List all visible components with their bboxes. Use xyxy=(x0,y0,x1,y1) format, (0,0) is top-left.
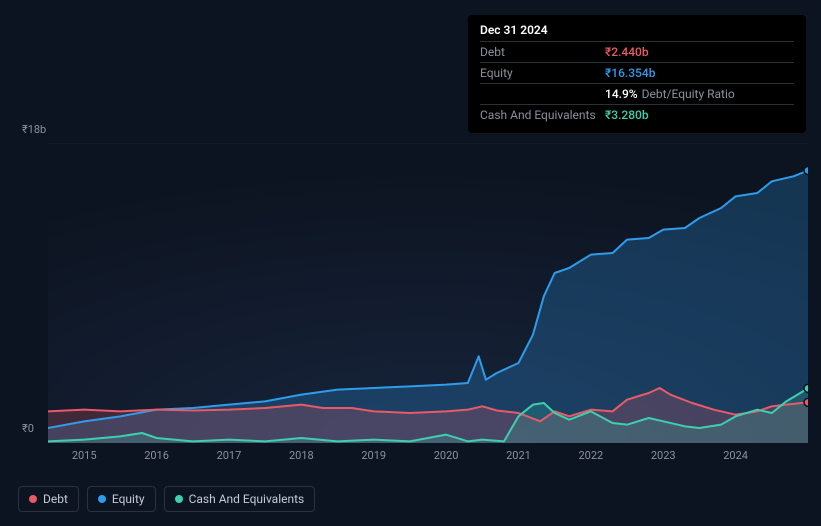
tooltip-label: Debt xyxy=(480,45,605,59)
tooltip-row: Equity₹16.354b xyxy=(480,62,794,83)
x-tick: 2017 xyxy=(217,449,242,462)
x-tick: 2015 xyxy=(72,449,97,462)
x-tick: 2018 xyxy=(289,449,314,462)
tooltip-value: ₹2.440b xyxy=(605,45,649,59)
legend-label: Cash And Equivalents xyxy=(189,492,305,506)
x-tick: 2016 xyxy=(144,449,169,462)
end-marker xyxy=(804,167,808,175)
legend-label: Debt xyxy=(43,492,68,506)
x-tick: 2023 xyxy=(651,449,676,462)
end-marker xyxy=(804,384,808,392)
x-tick: 2022 xyxy=(578,449,603,462)
chart-container: ₹18b ₹0 2015 2016 2017 2018 2019 2020 2021 2022… xyxy=(18,125,808,485)
tooltip-label: Equity xyxy=(480,66,605,80)
end-marker xyxy=(804,398,808,406)
tooltip-secondary: Debt/Equity Ratio xyxy=(642,87,735,101)
data-tooltip: Dec 31 2024 Debt₹2.440bEquity₹16.354b14.… xyxy=(468,15,806,133)
x-tick: 2024 xyxy=(723,449,748,462)
tooltip-label xyxy=(480,87,605,101)
tooltip-row: Cash And Equivalents₹3.280b xyxy=(480,104,794,125)
legend-dot xyxy=(98,495,106,503)
legend-item-cash-and-equivalents[interactable]: Cash And Equivalents xyxy=(164,486,316,512)
legend: Debt Equity Cash And Equivalents xyxy=(18,486,315,512)
legend-dot xyxy=(29,495,37,503)
tooltip-value: 14.9% xyxy=(605,87,638,101)
x-tick: 2019 xyxy=(361,449,386,462)
y-axis-label-top: ₹18b xyxy=(22,123,46,136)
x-tick: 2020 xyxy=(434,449,459,462)
x-tick: 2021 xyxy=(506,449,531,462)
tooltip-row: Debt₹2.440b xyxy=(480,41,794,62)
x-axis: 2015 2016 2017 2018 2019 2020 2021 2022 2023 2024 xyxy=(48,449,808,469)
tooltip-row: 14.9% Debt/Equity Ratio xyxy=(480,83,794,104)
tooltip-date: Dec 31 2024 xyxy=(480,23,794,41)
tooltip-label: Cash And Equivalents xyxy=(480,108,605,122)
legend-item-debt[interactable]: Debt xyxy=(18,486,79,512)
y-axis-label-bottom: ₹0 xyxy=(22,422,34,435)
tooltip-value: ₹16.354b xyxy=(605,66,655,80)
legend-label: Equity xyxy=(112,492,145,506)
chart-plot xyxy=(48,143,808,443)
legend-dot xyxy=(175,495,183,503)
legend-item-equity[interactable]: Equity xyxy=(87,486,156,512)
tooltip-value: ₹3.280b xyxy=(605,108,649,122)
